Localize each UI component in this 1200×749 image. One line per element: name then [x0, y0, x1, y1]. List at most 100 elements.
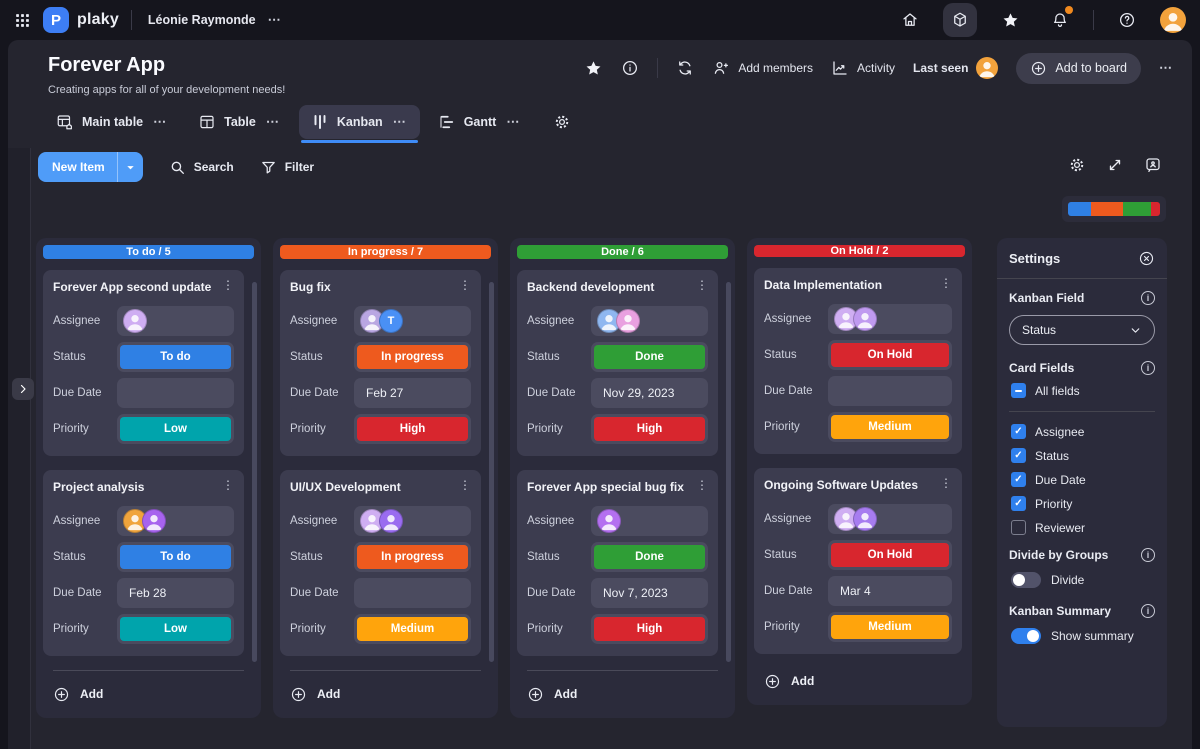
- caret-down-icon[interactable]: [116, 152, 143, 182]
- sync-icon[interactable]: [676, 59, 694, 77]
- priority-pill[interactable]: Low: [120, 417, 231, 441]
- checkbox-due-date[interactable]: ✓: [1011, 472, 1026, 487]
- column-header[interactable]: On Hold / 2: [754, 245, 965, 257]
- add-item-button[interactable]: Add: [290, 681, 481, 707]
- field-info-icon[interactable]: i: [1141, 361, 1155, 375]
- priority-field[interactable]: High: [354, 414, 471, 444]
- all-fields-checkbox-row[interactable]: All fields: [1011, 383, 1155, 398]
- status-field[interactable]: To do: [117, 342, 234, 372]
- priority-pill[interactable]: Medium: [831, 415, 949, 439]
- kanban-card[interactable]: Forever App second update ⋮ Assignee Status…: [43, 270, 244, 456]
- card-title[interactable]: Backend development: [527, 280, 655, 294]
- field-info-icon[interactable]: i: [1141, 604, 1155, 618]
- feedback-icon[interactable]: [1144, 156, 1162, 174]
- status-pill[interactable]: In progress: [357, 345, 468, 369]
- status-field[interactable]: On Hold: [828, 340, 952, 370]
- kanban-settings-gear-icon[interactable]: [1068, 156, 1086, 174]
- info-icon[interactable]: [621, 59, 639, 77]
- kanban-card[interactable]: Data Implementation ⋮ Assignee Status On Hol…: [754, 268, 962, 454]
- apps-grid-icon[interactable]: [14, 12, 31, 29]
- card-menu-icon[interactable]: ⋮: [940, 476, 952, 490]
- assignee-field[interactable]: [117, 306, 234, 336]
- status-pill[interactable]: To do: [120, 345, 231, 369]
- status-field[interactable]: On Hold: [828, 540, 952, 570]
- assignee-avatar[interactable]: [597, 509, 621, 533]
- tab-main-table[interactable]: Main table ⋯: [44, 105, 180, 139]
- assignee-avatar[interactable]: [379, 509, 403, 533]
- field-info-icon[interactable]: i: [1141, 548, 1155, 562]
- priority-pill[interactable]: Medium: [831, 615, 949, 639]
- kanban-card[interactable]: Bug fix ⋮ Assignee T Status In progress Due Da…: [280, 270, 481, 456]
- card-menu-icon[interactable]: ⋮: [940, 276, 952, 290]
- assignee-field[interactable]: [591, 506, 708, 536]
- last-seen[interactable]: Last seen: [913, 57, 999, 79]
- assignee-field[interactable]: T: [354, 306, 471, 336]
- search-button[interactable]: Search: [169, 159, 234, 176]
- add-item-button[interactable]: Add: [53, 681, 244, 707]
- card-field-checkbox-row[interactable]: ✓ Due Date: [1011, 472, 1155, 487]
- priority-field[interactable]: Low: [117, 414, 234, 444]
- card-title[interactable]: UI/UX Development: [290, 480, 401, 494]
- due-date-field[interactable]: [828, 376, 952, 406]
- add-item-button[interactable]: Add: [764, 668, 955, 694]
- status-pill[interactable]: To do: [120, 545, 231, 569]
- card-menu-icon[interactable]: ⋮: [222, 278, 234, 292]
- card-field-checkbox-row[interactable]: ✓ Assignee: [1011, 424, 1155, 439]
- status-field[interactable]: Done: [591, 342, 708, 372]
- home-button[interactable]: [893, 3, 927, 37]
- field-info-icon[interactable]: i: [1141, 291, 1155, 305]
- expand-icon[interactable]: [1106, 156, 1124, 174]
- tab-menu-icon[interactable]: ⋯: [153, 114, 169, 129]
- user-avatar[interactable]: [1160, 7, 1186, 33]
- assignee-field[interactable]: [354, 506, 471, 536]
- card-title[interactable]: Ongoing Software Updates: [764, 478, 919, 492]
- card-menu-icon[interactable]: ⋮: [459, 278, 471, 292]
- assignee-avatar[interactable]: [123, 309, 147, 333]
- card-title[interactable]: Project analysis: [53, 480, 145, 494]
- star-icon[interactable]: [584, 59, 603, 78]
- divide-toggle[interactable]: [1011, 572, 1041, 588]
- show-summary-toggle-row[interactable]: Show summary: [1011, 628, 1155, 644]
- column-header[interactable]: In progress / 7: [280, 245, 491, 259]
- status-pill[interactable]: In progress: [357, 545, 468, 569]
- workspace-menu-icon[interactable]: ⋯: [267, 12, 283, 27]
- assignee-avatar[interactable]: [853, 507, 877, 531]
- card-field-checkbox-row[interactable]: ✓ Status: [1011, 448, 1155, 463]
- kanban-card[interactable]: Project analysis ⋮ Assignee Status To do Due …: [43, 470, 244, 656]
- priority-pill[interactable]: Low: [120, 617, 231, 641]
- column-scrollbar[interactable]: [252, 282, 257, 662]
- kanban-field-select[interactable]: Status: [1009, 315, 1155, 345]
- priority-field[interactable]: Medium: [354, 614, 471, 644]
- add-item-button[interactable]: Add: [527, 681, 718, 707]
- priority-field[interactable]: Medium: [828, 412, 952, 442]
- card-menu-icon[interactable]: ⋮: [459, 478, 471, 492]
- board-menu-icon[interactable]: ⋯: [1159, 60, 1174, 75]
- due-date-field[interactable]: Nov 29, 2023: [591, 378, 708, 408]
- checkbox-reviewer[interactable]: [1011, 520, 1026, 535]
- workspace-name[interactable]: Léonie Raymonde: [147, 13, 256, 27]
- due-date-field[interactable]: Mar 4: [828, 576, 952, 606]
- all-fields-checkbox[interactable]: [1011, 383, 1026, 398]
- checkbox-priority[interactable]: ✓: [1011, 496, 1026, 511]
- favorites-button[interactable]: [993, 3, 1027, 37]
- new-item-button[interactable]: New Item: [38, 152, 143, 182]
- checkbox-assignee[interactable]: ✓: [1011, 424, 1026, 439]
- column-header[interactable]: Done / 6: [517, 245, 728, 259]
- status-field[interactable]: In progress: [354, 542, 471, 572]
- assignee-avatar[interactable]: [616, 309, 640, 333]
- show-summary-toggle[interactable]: [1011, 628, 1041, 644]
- status-pill[interactable]: Done: [594, 545, 705, 569]
- filter-button[interactable]: Filter: [260, 159, 314, 176]
- kanban-card[interactable]: Forever App special bug fix ⋮ Assignee Stat…: [517, 470, 718, 656]
- tab-gantt[interactable]: Gantt ⋯: [426, 105, 534, 139]
- priority-field[interactable]: Medium: [828, 612, 952, 642]
- tab-menu-icon[interactable]: ⋯: [265, 114, 281, 129]
- card-title[interactable]: Bug fix: [290, 280, 331, 294]
- modules-button[interactable]: [943, 3, 977, 37]
- priority-field[interactable]: High: [591, 414, 708, 444]
- tab-table[interactable]: Table ⋯: [186, 105, 293, 139]
- add-to-board-button[interactable]: Add to board: [1016, 52, 1141, 84]
- views-gear-icon[interactable]: [553, 113, 571, 131]
- due-date-field[interactable]: Nov 7, 2023: [591, 578, 708, 608]
- status-field[interactable]: Done: [591, 542, 708, 572]
